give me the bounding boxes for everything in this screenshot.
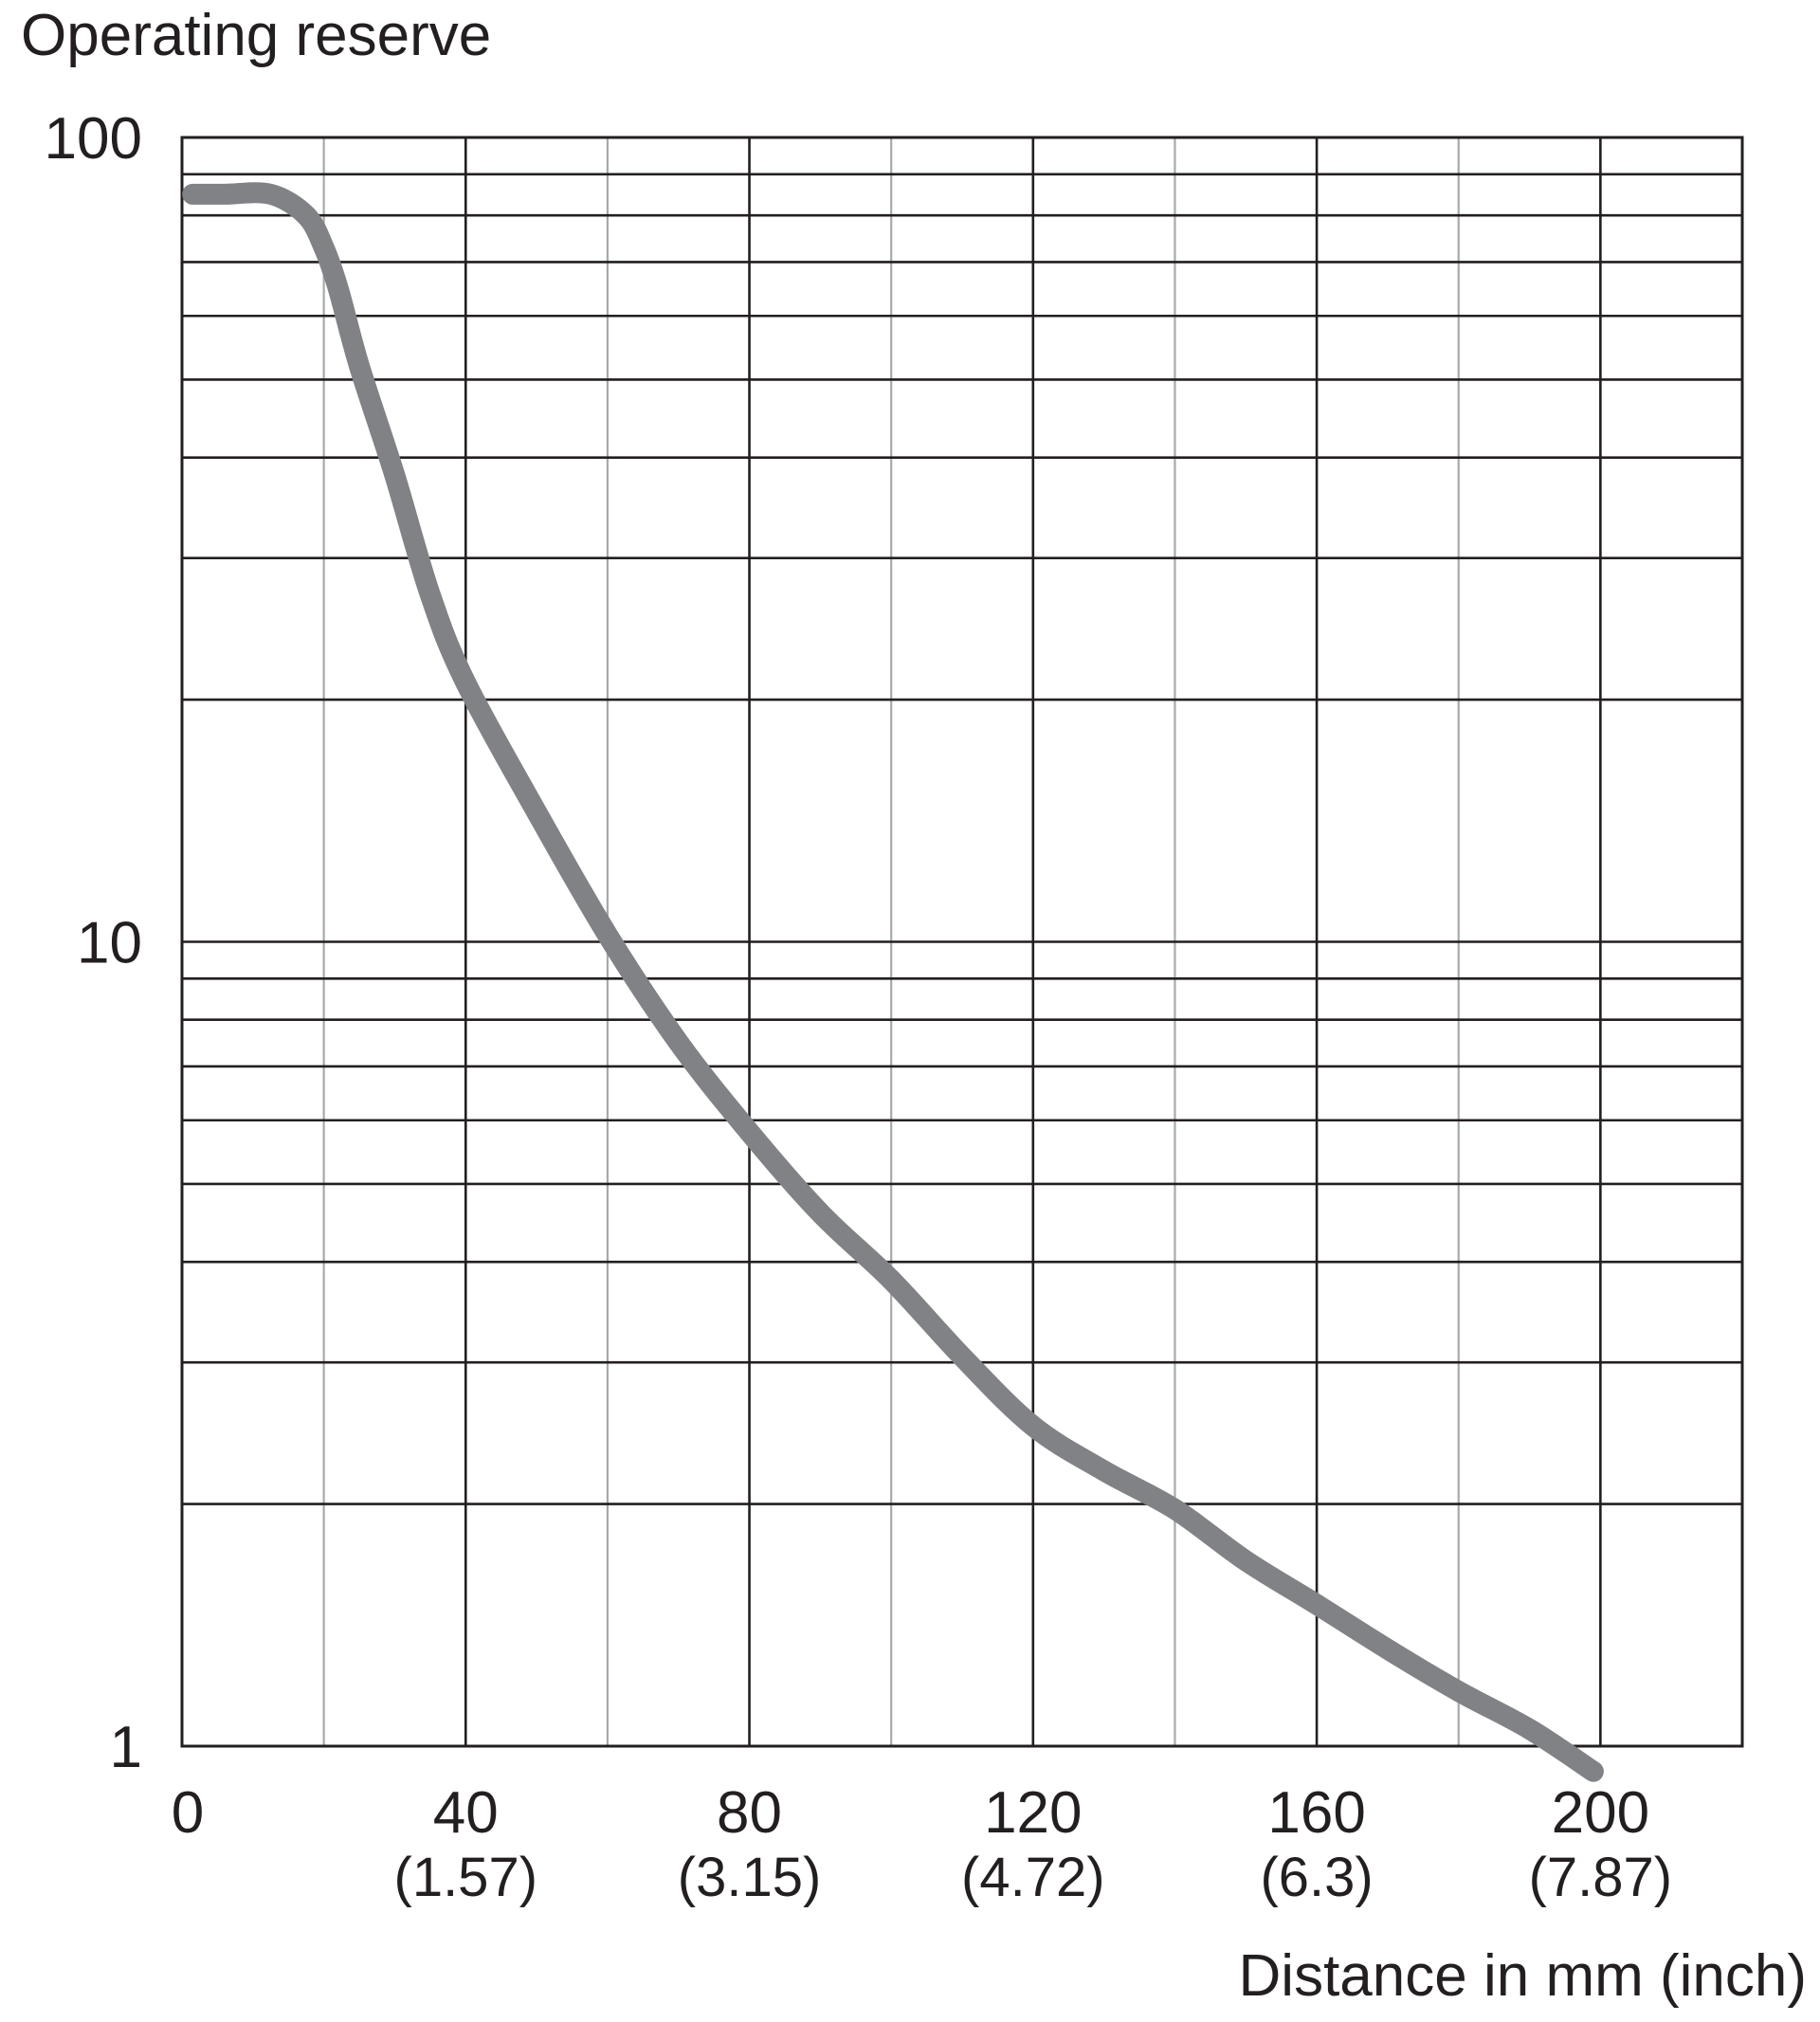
x-tick-label: 0 (172, 1780, 204, 1846)
y-tick-label: 100 (45, 106, 142, 172)
x-tick-sublabel: (3.15) (678, 1847, 822, 1908)
x-tick-sublabel: (6.3) (1260, 1847, 1373, 1908)
series-line-0 (182, 182, 1604, 1782)
chart-grid (182, 136, 1742, 1748)
y-tick-label: 10 (77, 911, 142, 976)
chart-labels: Operating reserve Distance in mm (inch) … (21, 3, 1807, 2009)
chart-frame (180, 136, 1744, 1748)
x-tick-label: 200 (1552, 1780, 1649, 1846)
y-axis-label: Operating reserve (21, 3, 491, 68)
x-tick-label: 40 (433, 1780, 499, 1846)
x-tick-sublabel: (1.57) (394, 1847, 538, 1908)
x-tick-sublabel: (7.87) (1529, 1847, 1673, 1908)
x-tick-sublabel: (4.72) (961, 1847, 1105, 1908)
x-tick-label: 80 (717, 1780, 782, 1846)
plot-frame (180, 136, 1744, 1748)
x-axis-label: Distance in mm (inch) (1239, 1943, 1807, 2009)
y-tick-label: 1 (110, 1715, 142, 1780)
chart-series (182, 182, 1604, 1782)
x-tick-label: 120 (984, 1780, 1082, 1846)
x-tick-label: 160 (1267, 1780, 1365, 1846)
